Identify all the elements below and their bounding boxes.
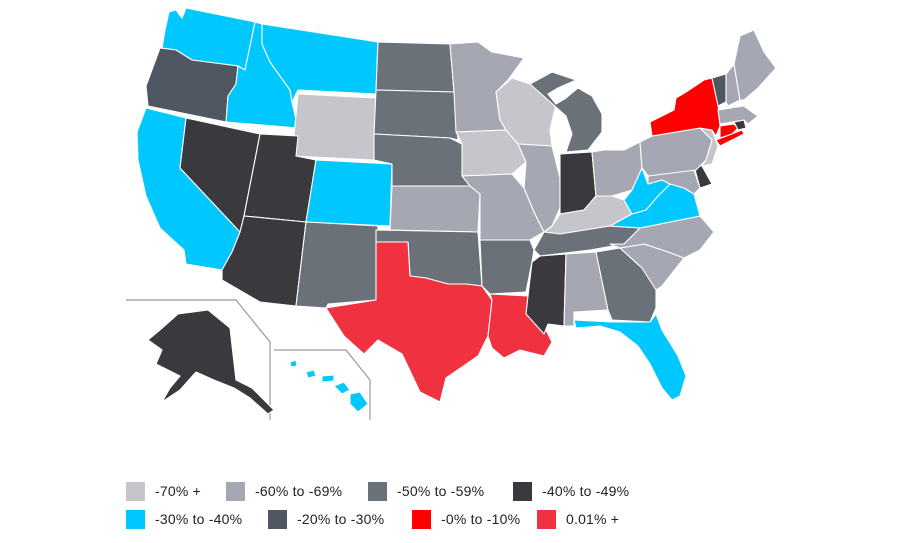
state-mo — [461, 173, 545, 241]
legend-item: -0% to -10% — [412, 509, 537, 529]
legend-item: -70% + — [126, 481, 226, 501]
state-hi-5 — [349, 391, 369, 413]
legend: -70% + -60% to -69% -50% to -59% -40% to… — [126, 481, 686, 537]
state-nj — [699, 127, 719, 167]
legend-swatch — [126, 481, 145, 501]
legend-label: -70% + — [155, 483, 201, 499]
legend-item: -60% to -69% — [226, 481, 368, 501]
legend-row-1: -70% + -60% to -69% -50% to -59% -40% to… — [126, 481, 686, 501]
state-nd — [375, 41, 455, 93]
legend-swatch — [126, 509, 145, 529]
state-wy — [291, 93, 377, 161]
state-hi-1 — [289, 359, 298, 368]
legend-label: -50% to -59% — [397, 483, 485, 499]
legend-item: 0.01% + — [537, 509, 619, 529]
legend-label: -60% to -69% — [255, 483, 343, 499]
state-ny — [649, 77, 721, 137]
state-co — [305, 159, 393, 227]
legend-swatch — [513, 481, 532, 501]
state-nm — [295, 221, 379, 309]
state-wi — [495, 77, 557, 147]
legend-swatch — [537, 509, 556, 529]
legend-swatch — [268, 509, 287, 529]
legend-label: -0% to -10% — [441, 511, 521, 527]
state-ct — [719, 123, 739, 139]
legend-item: -30% to -40% — [126, 509, 268, 529]
state-fl — [573, 313, 687, 401]
state-hi-2 — [305, 369, 317, 379]
us-map — [126, 7, 777, 420]
state-me — [733, 29, 777, 101]
state-nc — [609, 215, 715, 259]
state-tx — [325, 241, 493, 403]
state-mi — [529, 71, 603, 153]
legend-item: -20% to -30% — [268, 509, 412, 529]
legend-item: -40% to -49% — [513, 481, 653, 501]
hawaii-inset-border — [274, 349, 371, 420]
state-ak — [147, 309, 275, 415]
legend-label: -40% to -49% — [542, 483, 630, 499]
legend-swatch — [368, 481, 387, 501]
legend-swatch — [412, 509, 431, 529]
state-md — [647, 169, 701, 195]
alaska-inset-border — [126, 299, 271, 420]
state-sd — [373, 89, 459, 141]
state-nh — [725, 63, 741, 107]
legend-label: -20% to -30% — [297, 511, 385, 527]
legend-label: 0.01% + — [566, 511, 620, 527]
state-hi-4 — [333, 381, 351, 395]
legend-label: -30% to -40% — [155, 511, 243, 527]
legend-swatch — [226, 481, 245, 501]
state-ks — [389, 185, 481, 233]
state-ma — [717, 105, 759, 125]
state-hi-3 — [321, 374, 335, 383]
state-ar — [479, 239, 535, 295]
legend-item: -50% to -59% — [368, 481, 513, 501]
legend-row-2: -30% to -40% -20% to -30% -0% to -10% 0.… — [126, 509, 686, 529]
